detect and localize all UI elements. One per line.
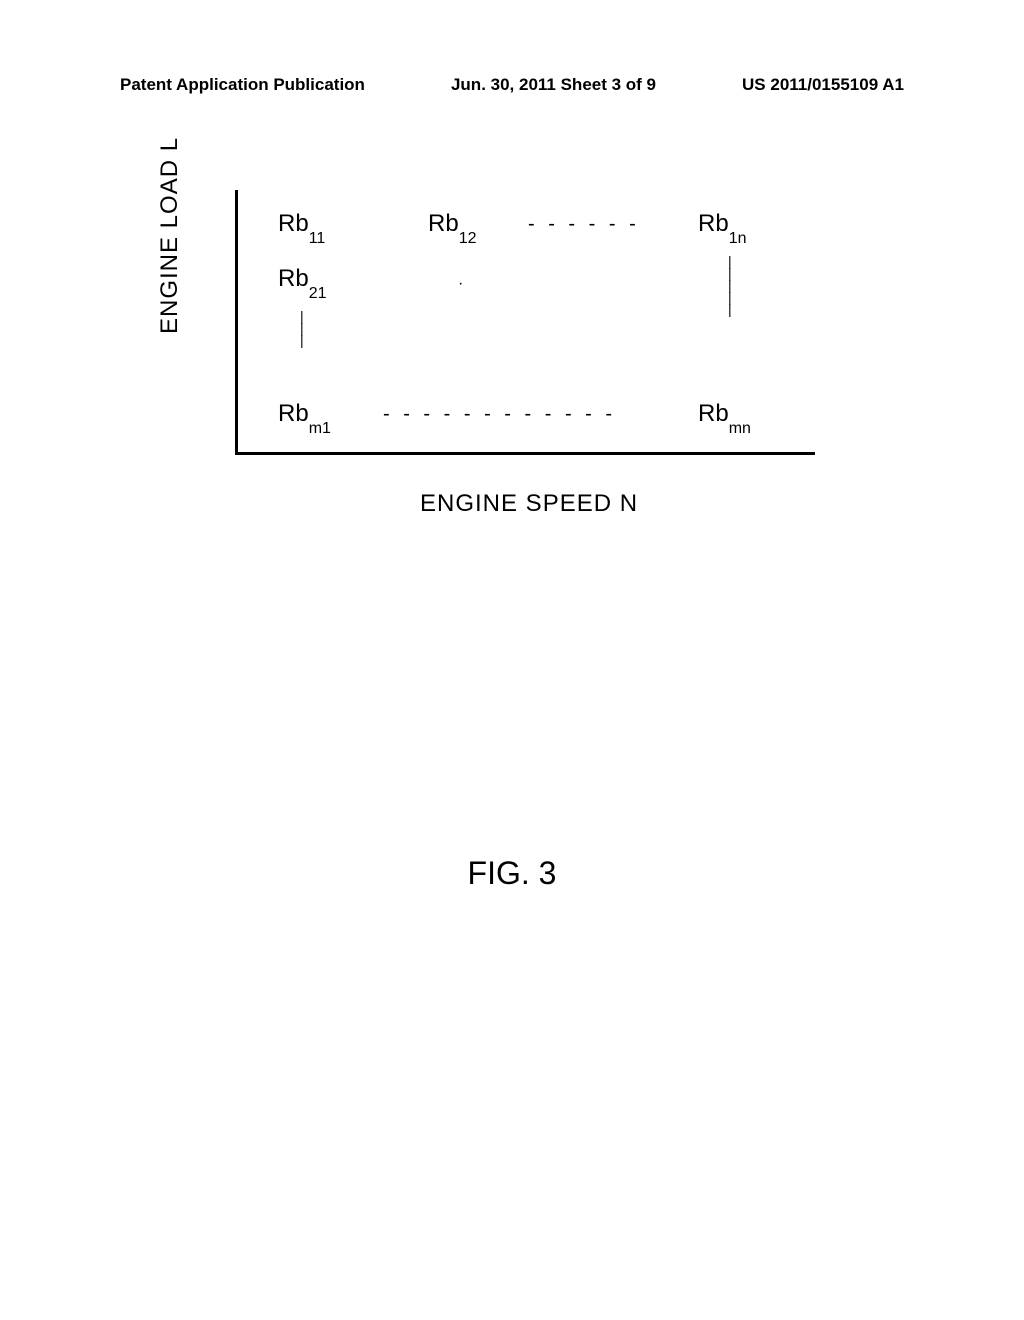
- vertical-dashes-left: | | |: [300, 310, 304, 346]
- cell-subscript: 1n: [729, 230, 747, 247]
- cell-rm1: Rbm1: [278, 400, 331, 432]
- cell-r1n: Rb1n: [698, 210, 746, 242]
- horizontal-dashes-bottom: - - - - - - - - - - - -: [383, 403, 616, 426]
- cell-r21: Rb21: [278, 265, 326, 297]
- vertical-dashes-right: | | | | |: [728, 255, 732, 315]
- x-axis-label: ENGINE SPEED N: [420, 490, 638, 518]
- figure-label: FIG. 3: [0, 855, 1024, 892]
- lookup-table-diagram: ENGINE LOAD L ENGINE SPEED N Rb11 Rb12 -…: [175, 190, 835, 470]
- header-right-text: US 2011/0155109 A1: [742, 75, 904, 95]
- header-center-text: Jun. 30, 2011 Sheet 3 of 9: [451, 75, 656, 95]
- cell-r12: Rb12: [428, 210, 476, 242]
- cell-subscript: mn: [729, 420, 751, 437]
- chart-axes: Rb11 Rb12 - - - - - - Rb1n Rb21 · | | | …: [235, 190, 815, 455]
- cell-r11: Rb11: [278, 210, 325, 242]
- cell-subscript: m1: [309, 420, 331, 437]
- cell-base: Rb: [278, 265, 309, 292]
- horizontal-dashes: - - - - - -: [528, 213, 640, 236]
- dot: ·: [458, 275, 463, 293]
- cell-base: Rb: [428, 210, 459, 237]
- cell-subscript: 21: [309, 285, 327, 302]
- cell-rmn: Rbmn: [698, 400, 751, 432]
- y-axis-label: ENGINE LOAD L: [156, 137, 184, 334]
- cell-base: Rb: [698, 400, 729, 427]
- cell-subscript: 11: [309, 230, 326, 247]
- page-header: Patent Application Publication Jun. 30, …: [0, 75, 1024, 95]
- cell-base: Rb: [278, 400, 309, 427]
- cell-base: Rb: [698, 210, 729, 237]
- header-left-text: Patent Application Publication: [120, 75, 365, 95]
- cell-subscript: 12: [459, 230, 477, 247]
- cell-base: Rb: [278, 210, 309, 237]
